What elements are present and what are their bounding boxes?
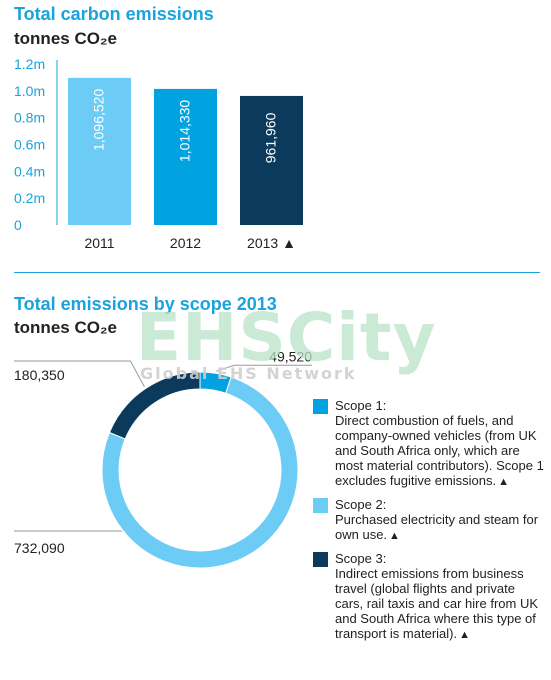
y-tick-label: 0.8m	[14, 110, 45, 126]
bar-2012	[154, 88, 217, 225]
leader-line	[215, 364, 312, 372]
bar-chart: 0 0.2m 0.4m 0.6m 0.8m 1.0m 1.2m 1,096,520 2011 1,…	[14, 56, 303, 251]
leader-line	[14, 360, 145, 388]
y-tick-label: 0.4m	[14, 163, 45, 179]
legend-description: Indirect emissions from business travel …	[335, 566, 539, 641]
legend-item-scope-1: Scope 1: Direct combustion of fuels, and…	[313, 398, 545, 490]
donut-value-label: 180,350	[14, 367, 65, 383]
bar-2013	[240, 95, 303, 225]
y-tick-label: 0	[14, 217, 22, 233]
donut-value-label: 732,090	[14, 540, 65, 556]
triangle-marker-icon: ▲	[498, 476, 510, 488]
donut-value-label: 49,520	[269, 348, 312, 364]
legend-swatch-scope-2	[313, 498, 328, 513]
y-tick-label: 1.2m	[14, 56, 45, 72]
legend-title: Scope 1:	[335, 398, 387, 413]
legend-swatch-scope-1	[313, 399, 328, 414]
bar-value-label: 1,014,330	[177, 100, 193, 162]
x-category-label: 2011	[84, 235, 114, 251]
bar-value-label: 961,960	[263, 112, 279, 163]
legend-item-scope-2: Scope 2: Purchased electricity and steam…	[313, 497, 545, 544]
triangle-marker-icon: ▲	[389, 530, 400, 542]
legend-swatch-scope-3	[313, 552, 328, 567]
scope-legend: Scope 1: Direct combustion of fuels, and…	[313, 398, 545, 650]
triangle-marker-icon: ▲	[459, 629, 470, 641]
bar-value-label: 1,096,520	[91, 89, 107, 151]
legend-title: Scope 3:	[335, 551, 387, 566]
donut-chart-title: Total emissions by scope 2013	[14, 294, 277, 314]
bar-chart-title: Total carbon emissions	[14, 4, 214, 24]
x-category-label: 2013 ▲	[247, 235, 296, 251]
y-tick-label: 0.6m	[14, 137, 45, 153]
legend-item-scope-3: Scope 3: Indirect emissions from busines…	[313, 551, 545, 643]
legend-description: Direct combustion of fuels, and company-…	[335, 413, 544, 488]
legend-description: Purchased electricity and steam for own …	[335, 512, 539, 542]
x-category-label: 2012	[170, 235, 201, 251]
bar-2011	[68, 77, 131, 225]
donut-slice-scope-3	[108, 371, 201, 440]
legend-title: Scope 2:	[335, 497, 387, 512]
y-tick-label: 1.0m	[14, 83, 45, 99]
section-divider	[14, 272, 540, 273]
donut-chart-subtitle: tonnes CO₂e	[14, 318, 117, 337]
y-tick-label: 0.2m	[14, 190, 45, 206]
bar-chart-subtitle: tonnes CO₂e	[14, 29, 117, 48]
donut-slice-scope-2	[101, 376, 299, 569]
